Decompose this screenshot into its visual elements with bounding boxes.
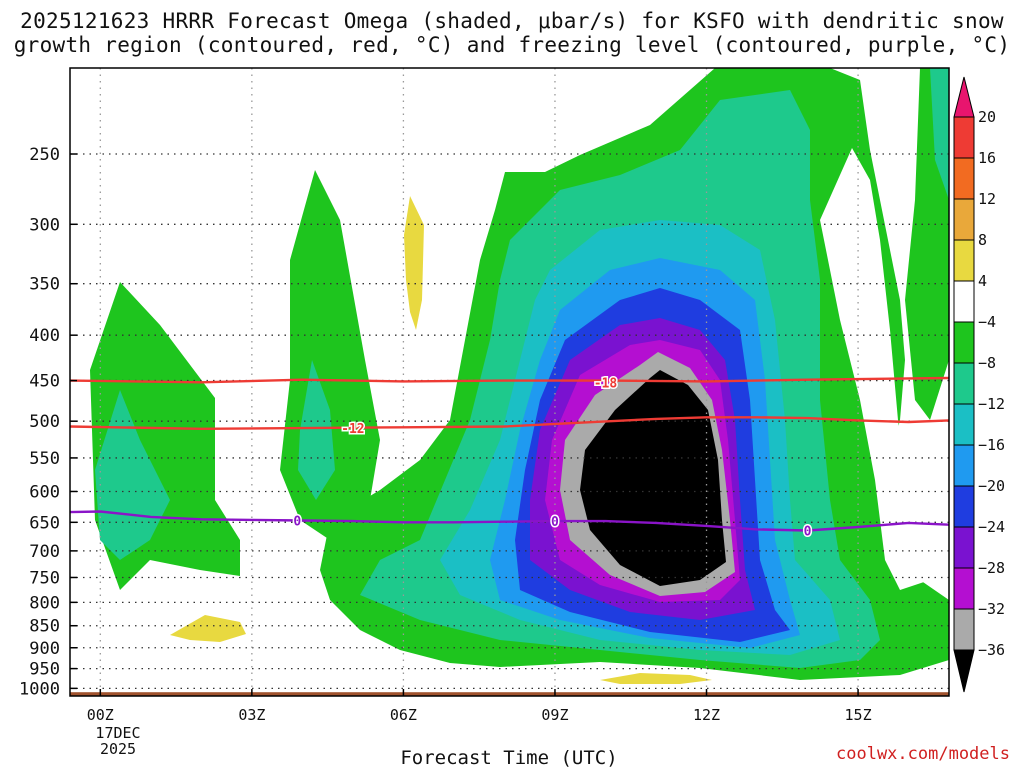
contour-label-3: 0 [551,515,559,530]
colorbar-label-10: −24 [978,518,1005,536]
grid-lines [70,68,949,696]
x-tick-label-4: 12Z [693,706,720,724]
colorbar-label-13: −36 [978,641,1005,659]
colorbar-label-4: 4 [978,272,987,290]
terrain-fill [70,692,949,696]
omega-region-yellow-upper [404,196,424,330]
colorbar-bottom-arrow [953,649,975,693]
y-tick-label-550: 550 [29,449,60,469]
contour-label-1: -12 [341,422,364,437]
y-tick-label-950: 950 [29,660,60,680]
colorbar-label-5: −4 [978,313,996,331]
colorbar-label-8: −16 [978,436,1005,454]
colorbar-label-7: −12 [978,395,1005,413]
colorbar-label-3: 8 [978,231,987,249]
omega-region-yellow-lower-mid [600,673,712,684]
chart-title-line-2: growth region (contoured, red, °C) and f… [13,33,1011,57]
terrain-band [70,692,949,696]
colorbar-label-9: −20 [978,477,1005,495]
colorbar-label-0: 20 [978,108,996,126]
colorbar-label-6: −8 [978,354,996,372]
colorbar-swatch-1 [953,157,975,200]
colorbar-swatch-10 [953,526,975,569]
plot-frame [69,67,950,697]
omega-region-teal-right [930,68,949,200]
x-tick-label-5: 15Z [845,706,872,724]
y-tick-label-850: 850 [29,617,60,637]
colorbar-label-12: −32 [978,600,1005,618]
y-tick-label-600: 600 [29,482,60,502]
x-axis-label: Forecast Time (UTC) [400,747,617,768]
colorbar-label-2: 12 [978,190,996,208]
x-tick-label-1: 03Z [238,706,265,724]
colorbar-label-1: 16 [978,149,996,167]
contour-label-4: 0 [804,525,812,540]
y-tick-label-900: 900 [29,639,60,659]
y-tick-label-750: 750 [29,568,60,588]
chart-title-line-1: 2025121623 HRRR Forecast Omega (shaded, … [20,9,1004,33]
omega-region-yellow-lower-left [170,615,246,642]
x-date-label-year: 2025 [100,740,136,758]
colorbar-swatch-11 [953,567,975,610]
source-credit: coolwx.com/models [836,744,1010,764]
y-tick-label-450: 450 [29,372,60,392]
omega-shading [90,68,949,684]
colorbar: 20 16 12 8 4 −4 −8 −12 −16 −20 −24 −28 −32 −36 [953,76,1005,693]
colorbar-swatch-8 [953,444,975,487]
colorbar-label-11: −28 [978,559,1005,577]
omega-region-white-clearing [820,148,930,590]
colorbar-swatch-3 [953,239,975,282]
x-tick-label-3: 09Z [541,706,568,724]
y-tick-label-650: 650 [29,513,60,533]
colorbar-swatch-0 [953,116,975,159]
colorbar-swatch-6 [953,362,975,405]
contour-label-0: -18 [594,376,618,391]
colorbar-swatch-5 [953,321,975,364]
y-tick-label-800: 800 [29,593,60,613]
colorbar-swatch-7 [953,403,975,446]
y-tick-label-400: 400 [29,326,60,346]
colorbar-swatch-2 [953,198,975,241]
y-tick-label-1000: 1000 [19,679,60,699]
y-axis-ticks: 2503003504004505005506006507007508008509… [19,145,77,699]
y-tick-label-350: 350 [29,275,60,295]
contour-line-0 [69,376,950,384]
omega-region-teal-mid [298,360,335,500]
x-tick-label-0: 00Z [87,706,114,724]
x-date-label-day: 17DEC [95,724,140,742]
x-axis-ticks: 00Z 03Z 06Z 09Z 12Z 15Z [87,689,872,724]
colorbar-swatch-12 [953,608,975,651]
colorbar-swatch-9 [953,485,975,528]
y-tick-label-500: 500 [29,412,60,432]
temperature-contours: -18 -12 0 0 0 [69,375,950,541]
colorbar-top-arrow [953,76,975,118]
y-tick-label-300: 300 [29,215,60,235]
y-tick-label-250: 250 [29,145,60,165]
y-tick-label-700: 700 [29,542,60,562]
contour-line-2 [69,510,950,532]
contour-label-2: 0 [293,515,301,530]
omega-region-black [580,370,726,586]
x-tick-label-2: 06Z [390,706,417,724]
contour-line-1 [69,416,950,431]
colorbar-swatch-4 [953,280,975,323]
omega-region-green-mid [280,170,380,540]
